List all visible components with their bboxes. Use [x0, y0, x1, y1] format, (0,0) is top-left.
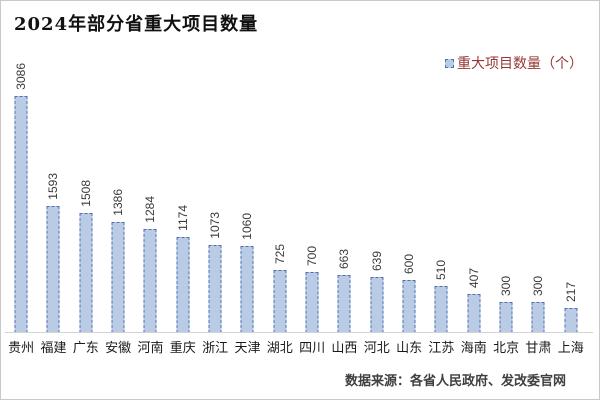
bar	[499, 302, 513, 333]
bar	[240, 246, 254, 333]
bar-value-label: 3086	[14, 63, 29, 90]
bar-group: 639 河北	[361, 33, 393, 355]
x-axis-line	[5, 332, 593, 333]
x-axis-label: 江苏	[428, 340, 455, 355]
bar-value-label: 1073	[208, 212, 223, 239]
bar	[14, 96, 28, 333]
bar-group: 1174 重庆	[167, 33, 199, 355]
bar-value-label: 1174	[175, 205, 190, 231]
bar-group: 1386 安徽	[102, 33, 134, 355]
x-axis-label: 山东	[396, 340, 423, 355]
x-axis-label: 上海	[557, 340, 584, 355]
bar-group: 725 湖北	[264, 33, 296, 355]
bar-group: 1284 河南	[134, 33, 166, 355]
x-axis-label: 安徽	[105, 340, 132, 355]
bar-group: 1593 福建	[37, 33, 69, 355]
bar	[111, 222, 125, 333]
bar-group: 300 甘肃	[522, 33, 554, 355]
bar-group: 3086 贵州	[5, 33, 37, 355]
bar-value-label: 663	[337, 248, 352, 269]
bar	[273, 270, 287, 333]
bar	[79, 213, 93, 333]
bar-group: 700 四川	[296, 33, 328, 355]
x-axis-label: 四川	[299, 340, 326, 355]
bar-value-label: 300	[499, 275, 514, 296]
chart-title: 2024年部分省重大项目数量	[14, 14, 259, 35]
x-axis-label: 海南	[460, 340, 487, 355]
bar-value-label: 1508	[78, 180, 93, 207]
x-axis-label: 重庆	[169, 340, 196, 355]
bar	[564, 308, 578, 333]
x-axis-label: 天津	[234, 340, 261, 355]
bar-value-label: 1386	[111, 189, 126, 216]
bar	[467, 294, 481, 333]
bar	[143, 229, 157, 333]
bar-group: 407 海南	[458, 33, 490, 355]
legend-series-label: 重大项目数量（个）	[457, 55, 583, 71]
bar-value-label: 700	[305, 245, 320, 266]
bar-value-label: 639	[369, 250, 384, 271]
bar-value-label: 217	[563, 281, 578, 302]
bar	[402, 280, 416, 333]
bar	[434, 286, 448, 333]
bar	[531, 302, 545, 333]
bar-group: 217 上海	[555, 33, 587, 355]
bar-value-label: 1593	[46, 173, 61, 200]
x-axis-label: 河北	[363, 340, 390, 355]
x-axis-label: 浙江	[202, 340, 229, 355]
bar-value-label: 407	[466, 267, 481, 288]
legend: 重大项目数量（个）	[445, 53, 583, 73]
bar	[208, 245, 222, 333]
bar	[46, 206, 60, 333]
x-axis-label: 北京	[493, 340, 520, 355]
bar-group: 663 山西	[328, 33, 360, 355]
bar-group: 1508 广东	[70, 33, 102, 355]
x-axis-label: 湖北	[266, 340, 293, 355]
x-axis-label: 贵州	[8, 340, 35, 355]
bar-value-label: 1284	[143, 196, 158, 223]
data-source-note: 数据来源：各省人民政府、发改委官网	[344, 373, 566, 388]
bar-value-label: 510	[434, 259, 449, 280]
bar-group: 510 江苏	[425, 33, 457, 355]
bar-value-label: 725	[272, 243, 287, 264]
bar	[305, 272, 319, 333]
x-axis-label: 山西	[331, 340, 358, 355]
bar-group: 300 北京	[490, 33, 522, 355]
bar-value-label: 300	[531, 275, 546, 296]
bar-group: 1060 天津	[231, 33, 263, 355]
x-axis-label: 河南	[137, 340, 164, 355]
bar-group: 600 山东	[393, 33, 425, 355]
x-axis-label: 广东	[72, 340, 99, 355]
bar-group: 1073 浙江	[199, 33, 231, 355]
x-axis-label: 福建	[40, 340, 67, 355]
bar	[337, 275, 351, 333]
plot-area: 3086 贵州 1593 福建 1508 广东 1386 安徽 1284 河南 1174 重庆 1073…	[5, 33, 587, 355]
legend-series-marker-icon	[445, 58, 454, 68]
bar-value-label: 600	[402, 253, 417, 274]
x-axis-label: 甘肃	[525, 340, 552, 355]
bar	[176, 237, 190, 333]
bar-value-label: 1060	[240, 213, 255, 240]
bar	[370, 277, 384, 333]
